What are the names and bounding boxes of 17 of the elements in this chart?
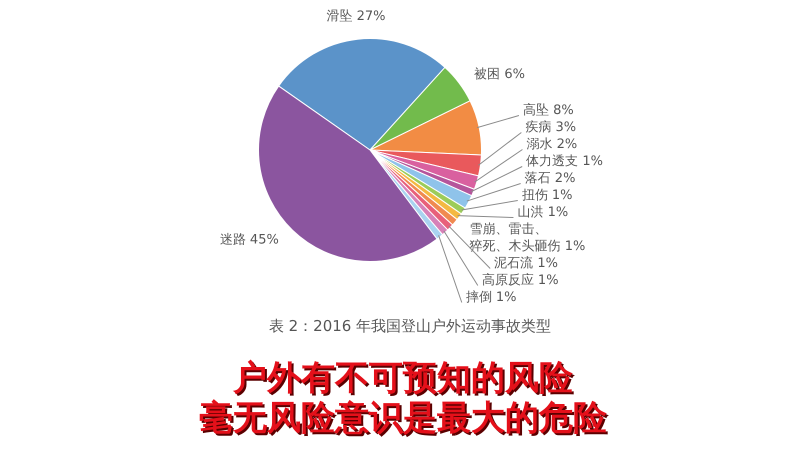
text: 表 2：2016 年我国登山户外运动事故类型 <box>268 316 552 337</box>
slice-label: 泥石流 1% <box>494 254 558 271</box>
slice-label: 迷路 45% <box>220 232 279 248</box>
slice-label: 落石 2% <box>524 170 576 186</box>
text: 毫无风险意识是最大的危险 <box>198 398 608 438</box>
slice-label: 被困 6% <box>474 66 525 82</box>
slice-label: 扭伤 1% <box>522 188 573 203</box>
slice-label: 疾病 3% <box>525 120 576 135</box>
slice-label: 溺水 2% <box>526 136 578 152</box>
slice-label: 高坠 8% <box>522 102 574 118</box>
slice-label: 摔倒 1% <box>466 290 517 305</box>
text: 户外有不可预知的风险 <box>232 358 574 398</box>
slice-label: 雪崩、雷击、猝死、木头砸伤 1% <box>470 222 586 254</box>
slice-label: 体力透支 1% <box>526 154 603 169</box>
slice-label: 高原反应 1% <box>482 272 559 288</box>
slice-label: 滑坠 27% <box>326 9 386 24</box>
slice-label: 山洪 1% <box>517 204 568 220</box>
